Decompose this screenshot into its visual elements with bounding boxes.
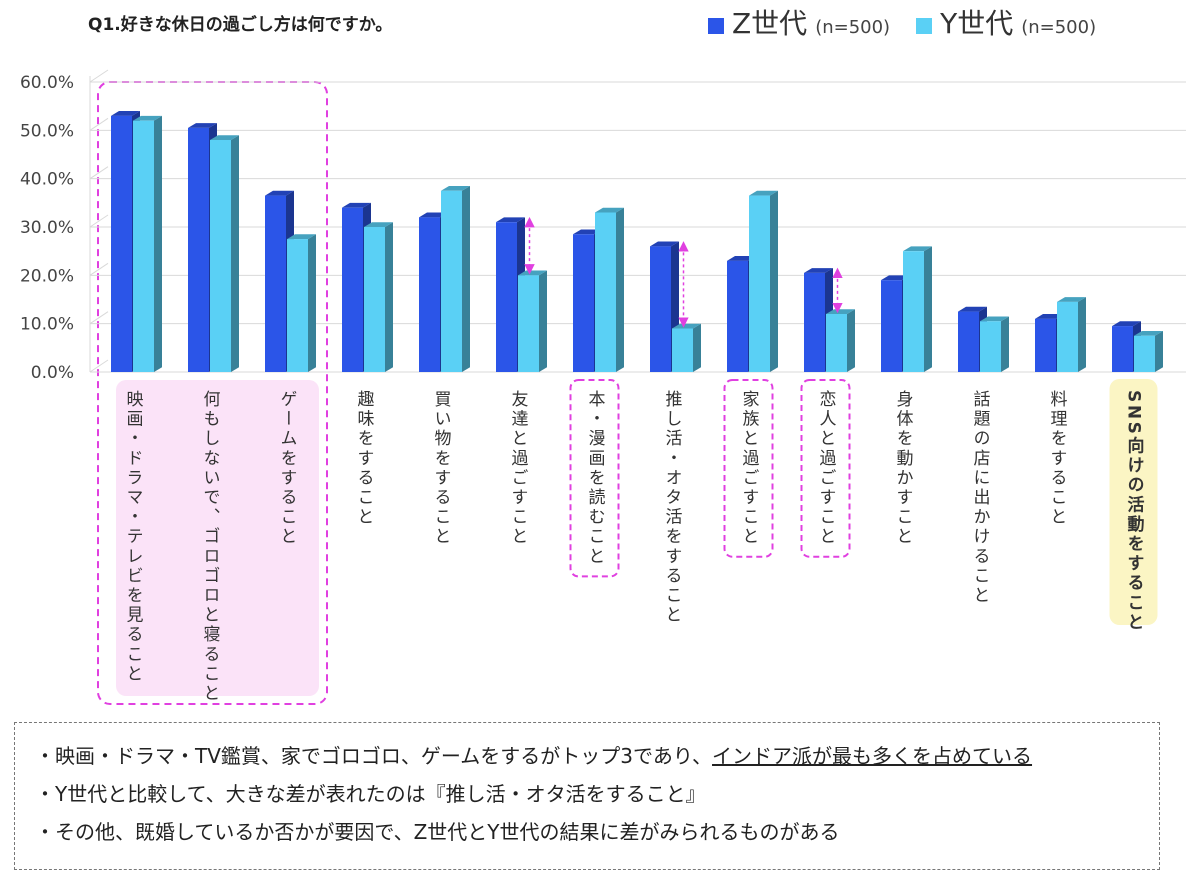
category-label-2: ゲームをすること [277,390,297,547]
bar-y-11 [980,316,1009,372]
legend-item-y: Y世代 (n=500) [916,2,1096,42]
legend-swatch-z [708,18,724,34]
category-label-12: 料理をすること [1047,390,1068,527]
category-label-6: 本・漫画を読むこと [585,390,606,566]
y-tick-label: 30.0% [20,218,74,238]
category-label-13: SNS向けの活動をすること [1124,390,1145,633]
legend-label-z: Z世代 [732,7,808,40]
notes-box: ・映画・ドラマ・TV鑑賞、家でゴロゴロ、ゲームをするがトップ3であり、インドア派… [14,722,1160,870]
dashed-box-6 [569,379,620,578]
difference-arrows [524,216,843,328]
category-label-5: 友達と過ごすこと [508,390,529,547]
category-label-1: 何もしないで、ゴロゴロと寝ること [200,390,221,704]
bar-y-5 [518,270,547,372]
note-1: ・映画・ドラマ・TV鑑賞、家でゴロゴロ、ゲームをするがトップ3であり、インドア派… [35,737,1159,775]
note-1-underlined: インドア派が最も多くを占めている [712,744,1033,768]
bar-chart: 0.0% 10.0% 20.0% 30.0% 40.0% 50.0% 60.0% 映画・ドラマ… [20,69,1186,705]
yellow-box-13 [1109,379,1158,625]
bar-y-7 [672,323,701,372]
note-1-text: ・映画・ドラマ・TV鑑賞、家でゴロゴロ、ゲームをするがトップ3であり、 [35,744,713,768]
legend: Z世代 (n=500) Y世代 (n=500) [708,4,1122,40]
bar-y-10 [903,246,932,372]
bar-y-3 [364,222,393,372]
y-tick-label: 50.0% [20,121,74,141]
legend-swatch-y [916,18,933,34]
dashed-box-8 [723,379,774,558]
note-2-text: ・Y世代と比較して、大きな差が表れたのは『推し活・オタ活をすること』 [35,782,706,806]
gridline-depth [89,69,109,83]
bar-y-1 [210,135,239,372]
bar-y-9 [826,309,855,372]
note-3-text: ・その他、既婚しているか否かが要因で、Z世代とY世代の結果に差がみられるものがあ… [35,820,840,844]
note-2: ・Y世代と比較して、大きな差が表れたのは『推し活・オタ活をすること』 [35,775,1159,813]
category-label-10: 身体を動かすこと [893,390,914,547]
gridline-depth [89,359,109,373]
legend-item-z: Z世代 (n=500) [708,2,890,42]
y-tick-label: 40.0% [20,170,74,190]
category-label-0: 映画・ドラマ・テレビを見ること [123,390,144,684]
gridline-depth [89,214,109,228]
y-tick-label: 10.0% [20,315,74,335]
x-axis-labels: 映画・ドラマ・テレビを見ること 何もしないで、ゴロゴロと寝ること ゲームをすること 趣… [123,389,1145,704]
bar-y-4 [441,185,470,372]
legend-n-z: (n=500) [815,17,891,38]
dashed-box-9 [800,379,851,558]
category-label-3: 趣味をすること [354,390,375,527]
gridline-depth [89,166,109,180]
bar-y-6 [595,207,624,372]
bar-y-13 [1134,330,1163,372]
y-tick-label: 20.0% [20,266,74,286]
category-label-11: 話題の店に出かけること [970,390,991,606]
highlight-layer [97,81,1158,705]
bar-y-0 [133,115,162,373]
bar-y-12 [1057,297,1086,372]
gridline-depth [89,311,109,325]
gridline-depth [89,117,109,131]
gridlines [89,69,1186,373]
gridline-depth [89,262,109,276]
category-label-4: 買い物をすること [431,390,452,547]
y-tick-label: 0.0% [31,363,74,383]
legend-label-y: Y世代 [940,7,1014,40]
bars [111,111,1163,373]
legend-n-y: (n=500) [1021,17,1097,38]
bar-y-8 [749,190,778,372]
note-3: ・その他、既婚しているか否かが要因で、Z世代とY世代の結果に差がみられるものがあ… [35,813,1159,851]
category-label-9: 恋人と過ごすこと [816,389,837,547]
y-axis-ticks: 0.0% 10.0% 20.0% 30.0% 40.0% 50.0% 60.0% [20,73,74,383]
top3-label-fill [116,380,319,696]
category-label-7: 推し活・オタ活をすること [662,390,683,625]
y-tick-label: 60.0% [20,73,74,93]
chart-title: Q1.好きな休日の過ごし方は何ですか。 [88,15,393,35]
bar-y-2 [287,234,316,372]
category-label-8: 家族と過ごすこと [739,390,760,547]
